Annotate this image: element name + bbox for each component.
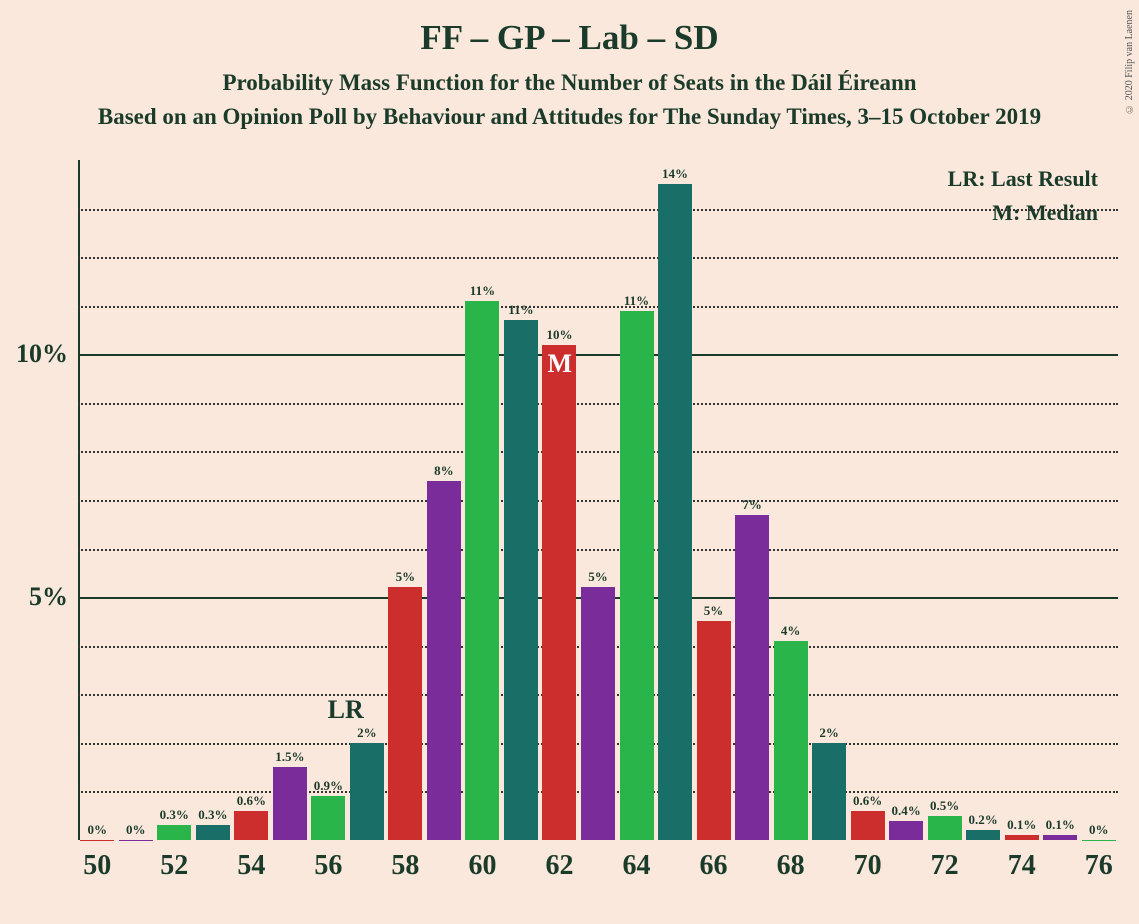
bar: 0%: [1082, 840, 1116, 841]
bar: 0.4%: [889, 821, 923, 840]
copyright-text: © 2020 Filip van Laenen: [1124, 10, 1135, 114]
bar: 1.5%: [273, 767, 307, 840]
bar-value-label: 0.6%: [853, 793, 882, 809]
bar: 0.6%: [234, 811, 268, 840]
bar-value-label: 0.3%: [198, 807, 227, 823]
bar: 4%: [774, 641, 808, 840]
bar: 0.9%: [311, 796, 345, 840]
gridline: [78, 549, 1118, 551]
bar: 0.1%: [1005, 835, 1039, 840]
x-axis-label: 60: [468, 850, 496, 882]
bar-value-label: 0%: [1089, 822, 1109, 838]
bar-value-label: 0.4%: [892, 803, 921, 819]
bar: 0.5%: [928, 816, 962, 840]
chart-plot-area: LR: Last Result M: Median 5%10% 50525456…: [78, 160, 1118, 840]
bar-value-label: 0.5%: [930, 798, 959, 814]
x-axis-label: 58: [391, 850, 419, 882]
x-axis-label: 52: [160, 850, 188, 882]
bar: 7%: [735, 515, 769, 840]
bar-value-label: 0.6%: [237, 793, 266, 809]
bar: 0.1%: [1043, 835, 1077, 840]
bar: 5%: [697, 621, 731, 840]
bar: 0.6%: [851, 811, 885, 840]
bar-value-label: 5%: [396, 569, 416, 585]
x-axis-label: 64: [623, 850, 651, 882]
bar-value-label: 0.1%: [1046, 817, 1075, 833]
bar-value-label: 0.1%: [1007, 817, 1036, 833]
bar: 8%: [427, 481, 461, 840]
bar-value-label: 11%: [624, 293, 649, 309]
x-axis-label: 50: [83, 850, 111, 882]
bar: 10%: [542, 345, 576, 840]
x-axis-label: 76: [1085, 850, 1113, 882]
x-axis-label: 70: [854, 850, 882, 882]
bar-value-label: 11%: [508, 302, 533, 318]
bar-value-label: 7%: [742, 497, 762, 513]
bar-value-label: 5%: [704, 603, 724, 619]
bar-value-label: 5%: [588, 569, 608, 585]
bar: 5%: [388, 587, 422, 840]
bar: 0%: [119, 840, 153, 841]
bar-value-label: 2%: [819, 725, 839, 741]
legend-m: M: Median: [992, 200, 1098, 226]
bar-value-label: 0.2%: [969, 812, 998, 828]
bar: 0.3%: [196, 825, 230, 840]
bar-value-label: 2%: [357, 725, 377, 741]
gridline: [78, 403, 1118, 405]
bar-value-label: 0%: [126, 822, 146, 838]
x-axis-label: 54: [237, 850, 265, 882]
bar: 0%: [80, 840, 114, 841]
bar-value-label: 0.9%: [314, 778, 343, 794]
bar-value-label: 0%: [88, 822, 108, 838]
bar-value-label: 8%: [434, 463, 454, 479]
bar-value-label: 10%: [546, 327, 572, 343]
legend-lr: LR: Last Result: [948, 166, 1098, 192]
bar-value-label: 4%: [781, 623, 801, 639]
gridline: [78, 451, 1118, 453]
gridline: [78, 209, 1118, 211]
bar: 11%: [504, 320, 538, 840]
x-axis-label: 68: [777, 850, 805, 882]
bar-value-label: 1.5%: [275, 749, 304, 765]
bar: 0.2%: [966, 830, 1000, 840]
x-axis-label: 74: [1008, 850, 1036, 882]
bar-value-label: 0.3%: [160, 807, 189, 823]
x-axis-label: 62: [545, 850, 573, 882]
x-axis-label: 66: [700, 850, 728, 882]
gridline: [78, 354, 1118, 356]
bar: 2%: [812, 743, 846, 840]
y-axis-label: 10%: [16, 339, 68, 369]
chart-title: FF – GP – Lab – SD: [0, 0, 1139, 58]
chart-subtitle-2: Based on an Opinion Poll by Behaviour an…: [0, 96, 1139, 130]
gridline: [78, 500, 1118, 502]
bar: 5%: [581, 587, 615, 840]
bar: 11%: [465, 301, 499, 840]
gridline: [78, 257, 1118, 259]
bar: 11%: [620, 311, 654, 840]
bar-value-label: 11%: [470, 283, 495, 299]
y-axis-label: 5%: [29, 582, 68, 612]
x-axis-label: 56: [314, 850, 342, 882]
lr-annotation: LR: [328, 695, 364, 725]
x-axis-label: 72: [931, 850, 959, 882]
median-marker: M: [547, 349, 572, 379]
gridline: [78, 306, 1118, 308]
bar: 2%: [350, 743, 384, 840]
bar: 14%: [658, 184, 692, 840]
chart-subtitle-1: Probability Mass Function for the Number…: [0, 58, 1139, 96]
bar-value-label: 14%: [662, 166, 688, 182]
bar: 0.3%: [157, 825, 191, 840]
